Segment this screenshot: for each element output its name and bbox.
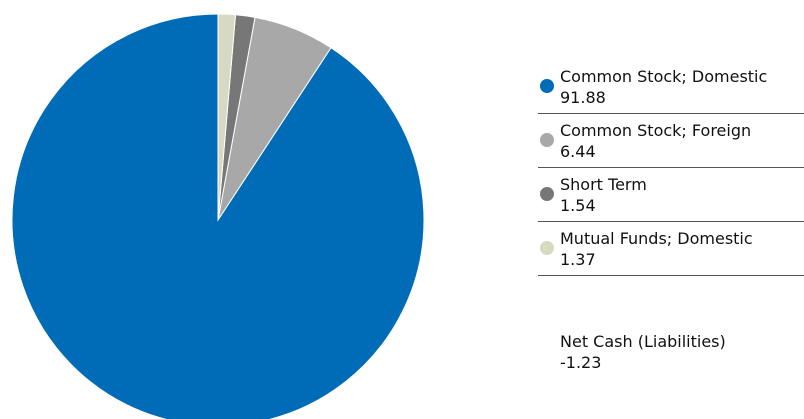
legend-value: 1.37 bbox=[560, 250, 596, 269]
net-cash-value: -1.23 bbox=[560, 353, 602, 372]
legend-value: 1.54 bbox=[560, 196, 596, 215]
net-cash-label: Net Cash (Liabilities) bbox=[560, 332, 726, 351]
legend-swatch bbox=[540, 241, 554, 255]
legend-swatch bbox=[540, 133, 554, 147]
legend-label: Mutual Funds; Domestic bbox=[560, 229, 753, 248]
pie-slice-common-stock-domestic bbox=[11, 13, 425, 419]
legend-value: 91.88 bbox=[560, 88, 606, 107]
pie-slice-mutual-funds-domestic bbox=[217, 13, 237, 221]
legend-item-common-stock-foreign: Common Stock; Foreign 6.44 bbox=[538, 116, 804, 168]
legend-item-mutual-funds-domestic: Mutual Funds; Domestic 1.37 bbox=[538, 224, 804, 276]
chart-legend: Common Stock; Domestic 91.88 Common Stoc… bbox=[538, 62, 804, 276]
pie-chart bbox=[11, 13, 425, 419]
legend-swatch bbox=[540, 187, 554, 201]
legend-label: Common Stock; Domestic bbox=[560, 67, 768, 86]
legend-label: Common Stock; Foreign bbox=[560, 121, 752, 140]
legend-value: 6.44 bbox=[560, 142, 596, 161]
net-cash-note: Net Cash (Liabilities) -1.23 bbox=[560, 331, 726, 373]
legend-item-common-stock-domestic: Common Stock; Domestic 91.88 bbox=[538, 62, 804, 114]
legend-label: Short Term bbox=[560, 175, 647, 194]
legend-item-short-term: Short Term 1.54 bbox=[538, 170, 804, 222]
legend-swatch bbox=[540, 79, 554, 93]
